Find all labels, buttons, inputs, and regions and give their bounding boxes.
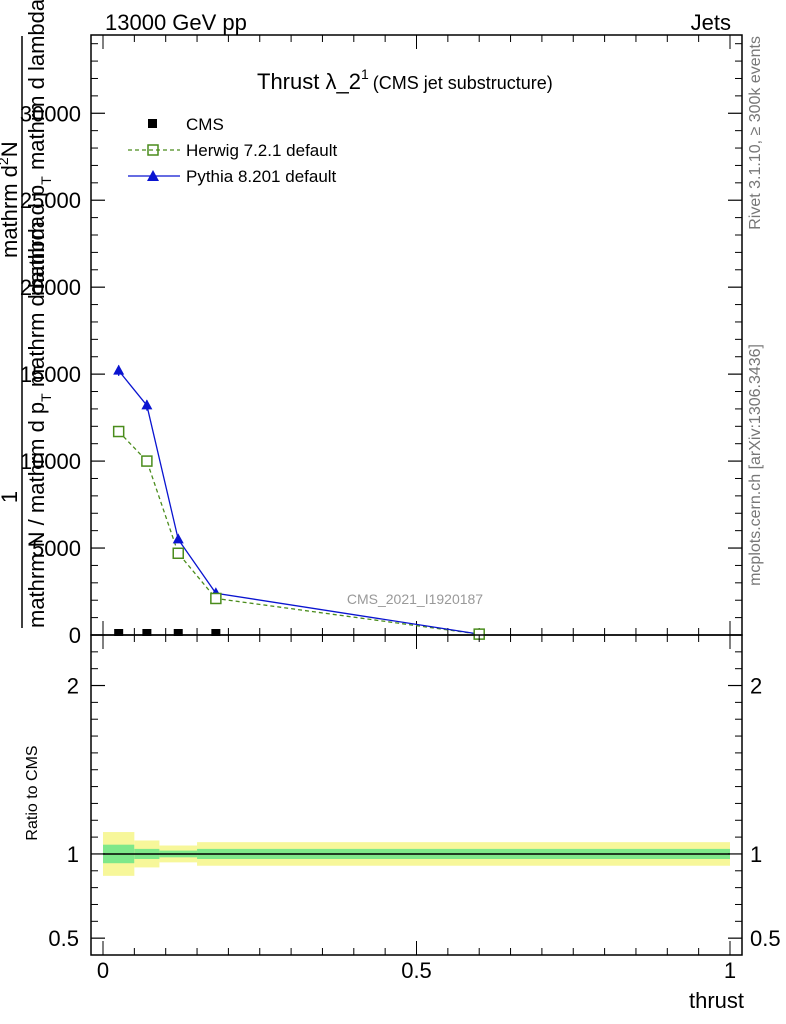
y-label-line2: mathrm N / mathrm d pT mathrm d lambda — [24, 215, 54, 628]
y-label-line1-sup: 2 — [0, 157, 11, 165]
cms-data-point — [114, 629, 124, 636]
series-layer — [112, 364, 485, 640]
legend-herwig-marker — [147, 144, 159, 156]
ratio-frame — [90, 634, 743, 956]
y-label-line3-text: mathrm d p — [24, 185, 49, 296]
header-beam-label: 13000 GeV pp — [105, 10, 247, 35]
y-tick-label: 20000 — [20, 275, 81, 300]
cms-data-point — [142, 629, 152, 636]
legend-cms-label: CMS — [186, 115, 224, 134]
analysis-watermark: CMS_2021_I1920187 — [347, 591, 483, 607]
y-label-line3: mathrm d pT mathrm d lambda — [24, 0, 54, 296]
plot-title: Thrust λ_21 (CMS jet substructure) — [257, 66, 553, 94]
plot-title-note: (CMS jet substructure) — [373, 73, 553, 93]
ratio-y-tick-label-right: 1 — [750, 842, 762, 867]
main-panel: 0 5000 10000 15000 20000 25000 30000 1 mathrm … — [0, 0, 743, 648]
pythia-point — [141, 399, 153, 410]
y-label-line1-text: mathrm d — [0, 165, 22, 258]
legend-cms-marker — [148, 119, 157, 128]
ratio-tick-labels: 0.5 0.5 1 1 2 2 — [48, 674, 780, 952]
x-tick-label: 0 — [97, 958, 109, 983]
ratio-panel: 0.5 0.51 12 2 Ratio to CMS 0 0.5 1 thrust — [24, 634, 781, 1013]
y-tick-label: 5000 — [32, 536, 81, 561]
ratio-y-tick-label: 0.5 — [48, 926, 79, 951]
cms-data-point — [211, 629, 221, 636]
ratio-y-axis-label: Ratio to CMS — [24, 745, 41, 840]
x-tick-label: 0.5 — [401, 958, 432, 983]
header-process-label: Jets — [691, 10, 731, 35]
legend-pythia-label: Pythia 8.201 default — [186, 167, 337, 186]
plot-title-main: Thrust λ_2 — [257, 69, 361, 94]
ratio-y-tick-label-right: 0.5 — [750, 926, 781, 951]
ratio-y-tick-label: 1 — [67, 842, 79, 867]
y-label-line1-end: N — [0, 141, 22, 157]
y-label-line3-end: mathrm d lambda — [24, 0, 49, 176]
ratio-y-tick-label: 2 — [67, 674, 79, 699]
herwig-point — [141, 455, 153, 467]
x-tick-label: 1 — [724, 958, 736, 983]
plot-title-sup: 1 — [361, 66, 369, 82]
y-label-numerator: 1 — [0, 491, 22, 503]
herwig-point — [210, 592, 222, 605]
main-plot-frame — [91, 35, 742, 636]
y-tick-label: 0 — [69, 623, 81, 648]
legend-herwig-label: Herwig 7.2.1 default — [186, 141, 337, 160]
y-label-line1: mathrm d2N — [0, 141, 22, 258]
y-label-line2-end: mathrm d lambda — [24, 215, 49, 393]
y-label-line2-text: mathrm N / mathrm d p — [24, 402, 49, 628]
mcplots-label: mcplots.cern.ch [arXiv:1306.3436] — [747, 344, 764, 586]
herwig-point — [172, 547, 184, 560]
x-axis-tick-labels: 0 0.5 1 — [97, 958, 736, 983]
y-tick-label: 10000 — [20, 449, 81, 474]
legend-pythia-marker — [147, 170, 159, 181]
ratio-y-tick-label-right: 2 — [750, 674, 762, 699]
y-label-line2-sub: T — [38, 393, 54, 402]
ratio-plot-frame — [91, 635, 742, 955]
pythia-point — [172, 533, 184, 544]
y-tick-label: 15000 — [20, 362, 81, 387]
y-label-line3-sub: T — [38, 176, 54, 185]
y-axis-label: 1 mathrm d2N mathrm N / mathrm d pT math… — [0, 0, 54, 628]
y-tick-label: 30000 — [20, 101, 81, 126]
x-axis-label: thrust — [689, 988, 744, 1013]
cms-data-point — [173, 629, 183, 636]
rivet-version-label: Rivet 3.1.10, ≥ 300k events — [747, 36, 764, 230]
herwig-point — [112, 425, 125, 438]
y-axis-tick-labels: 0 5000 10000 15000 20000 25000 30000 — [20, 101, 81, 648]
legend: CMS Herwig 7.2.1 default Pythia 8.201 de… — [128, 115, 337, 186]
y-tick-label: 25000 — [20, 188, 81, 213]
pythia-point — [113, 364, 125, 375]
